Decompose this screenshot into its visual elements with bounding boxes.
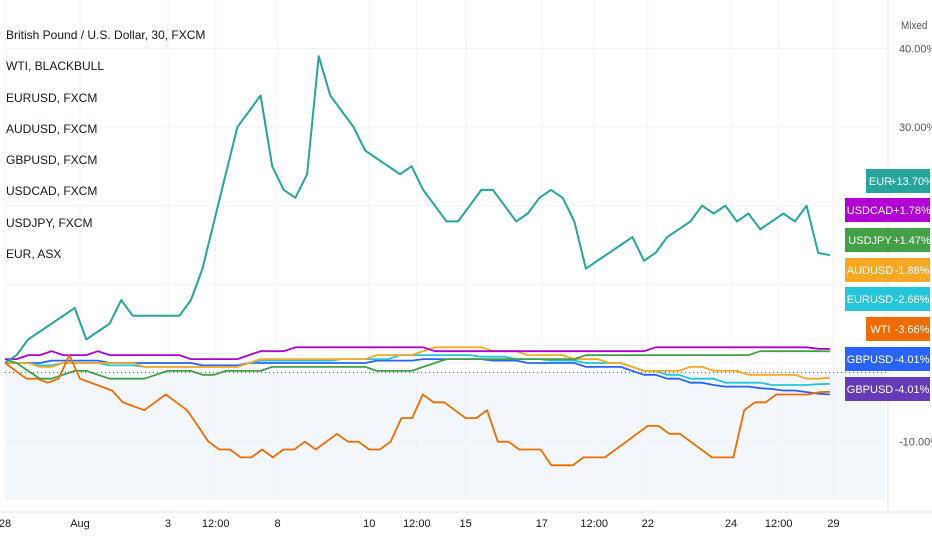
price-label-name: AUDUSD (847, 265, 894, 277)
price-label-value-bg (895, 198, 930, 222)
baseline-area (5, 370, 885, 500)
x-tick-label: 3 (165, 518, 171, 530)
price-label-name: WTI (870, 324, 890, 336)
series-line-usdcad (5, 346, 830, 361)
scale-mode-label[interactable]: Mixed (901, 20, 928, 32)
x-tick-label: Aug (70, 518, 90, 530)
legend-main-symbol[interactable]: British Pound / U.S. Dollar, 30, FXCM (6, 28, 206, 42)
series-line-gbpusd (5, 358, 830, 396)
price-label-value: -4.01% (895, 384, 930, 396)
price-label-eur: EUR+13.70% (866, 169, 932, 193)
x-tick-label: 28 (0, 518, 11, 530)
price-label-usdcad: USDCAD +1.78% (845, 198, 931, 222)
price-label-value: +1.47% (893, 235, 931, 247)
x-tick-label: 12:00 (765, 518, 793, 530)
x-tick-label: 8 (275, 518, 281, 530)
legend-item[interactable]: WTI, BLACKBULL (6, 59, 105, 74)
price-label-value: -2.66% (895, 294, 930, 306)
price-label-wti: WTI -3.66% (866, 317, 930, 341)
x-tick-label: 15 (460, 518, 472, 530)
series-line-audusd (5, 346, 830, 380)
series-line-wti (4, 354, 830, 467)
price-label-gbpusd: GBPUSD -4.01% (845, 377, 930, 401)
price-label-name: EURUSD (847, 294, 894, 306)
price-label-value: +1.78% (893, 205, 931, 217)
price-label-value: +13.70% (890, 176, 932, 188)
series-line-eur (4, 55, 831, 364)
price-label-value-bg (895, 287, 930, 311)
legend-item[interactable]: GBPUSD, FXCM (6, 153, 98, 168)
x-tick-label: 22 (642, 518, 654, 530)
price-label-value-bg (895, 347, 930, 371)
y-tick-label: 40.00% (899, 43, 932, 55)
x-tick-label: 12:00 (580, 518, 608, 530)
price-label-value-bg (895, 317, 930, 341)
price-label-name-bg (845, 228, 895, 252)
legend-item[interactable]: USDJPY, FXCM (6, 215, 93, 230)
price-label-value-bg (895, 258, 930, 282)
price-label-name-bg (845, 347, 895, 371)
x-tick-label: 24 (725, 518, 737, 530)
legend-item[interactable]: EURUSD, FXCM (6, 90, 98, 105)
price-label-name-bg (866, 169, 895, 193)
price-label-name: GBPUSD (847, 354, 894, 366)
price-label-value-bg (895, 169, 930, 193)
price-label-value: -3.66% (895, 324, 930, 336)
price-label-audusd: AUDUSD -1.88% (845, 258, 930, 282)
legend-item[interactable]: USDCAD, FXCM (6, 184, 98, 199)
price-label-name-bg (845, 198, 895, 222)
price-label-name: USDCAD (847, 205, 894, 217)
price-label-name-bg (845, 258, 895, 282)
price-label-eurusd: EURUSD -2.66% (845, 287, 930, 311)
price-label-name: USDJPY (848, 235, 892, 247)
legend-item[interactable]: AUDUSD, FXCM (6, 121, 98, 136)
price-label-value-bg (895, 228, 930, 252)
price-label-value: -4.01% (895, 354, 930, 366)
legend-item[interactable]: EUR, ASX (6, 247, 62, 262)
price-label-value: -1.88% (895, 265, 930, 277)
price-label-name-bg (845, 377, 895, 401)
legend: British Pound / U.S. Dollar, 30, FXCM WT… (6, 20, 205, 270)
price-label-name: EUR (869, 176, 892, 188)
x-tick-label: 10 (363, 518, 375, 530)
price-label-value-bg (895, 377, 930, 401)
x-tick-label: 29 (827, 518, 839, 530)
price-label-gbpusd: GBPUSD -4.01% (845, 347, 930, 371)
price-label-name-bg (845, 287, 895, 311)
price-label-name: GBPUSD (847, 384, 894, 396)
y-tick-label: -10.00% (899, 437, 932, 449)
price-label-name-bg (866, 317, 895, 341)
price-label-usdjpy: USDJPY +1.47% (845, 228, 931, 252)
series-line-usdjpy (4, 350, 830, 380)
y-tick-label: 30.00% (899, 122, 932, 134)
x-tick-label: 12:00 (202, 518, 230, 530)
x-tick-label: 12:00 (403, 518, 431, 530)
x-tick-label: 17 (536, 518, 548, 530)
